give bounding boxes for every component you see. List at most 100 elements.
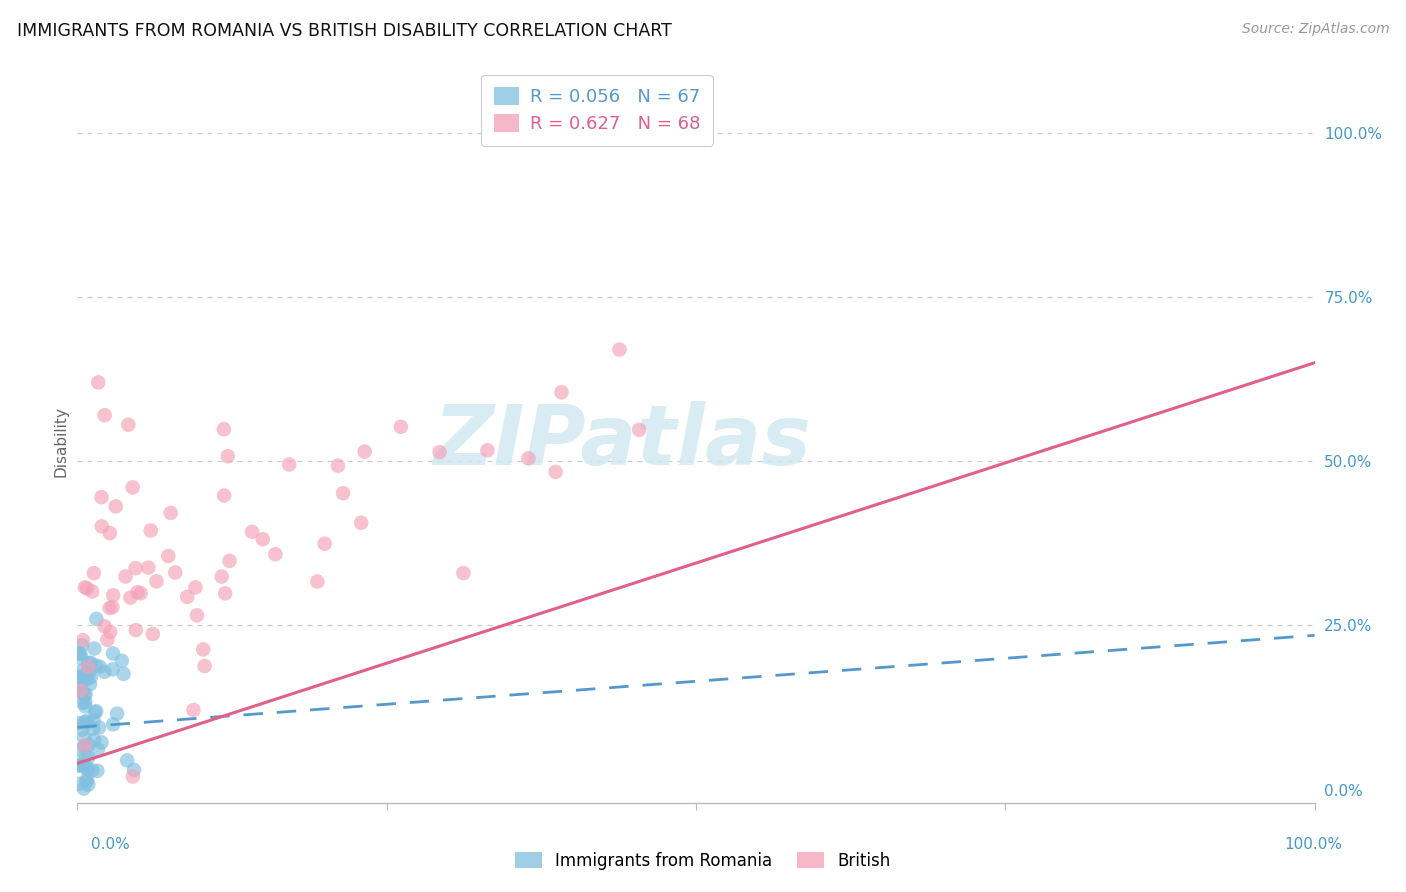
- Point: [83, 714, 105, 728]
- Point: [98, 601, 121, 615]
- Point: [75, 749, 97, 764]
- Point: [193, 642, 215, 657]
- Point: [105, 706, 128, 721]
- Point: [87, 376, 110, 390]
- Point: [214, 586, 236, 600]
- Point: [67, 670, 90, 684]
- Point: [76, 772, 98, 787]
- Point: [67, 646, 90, 660]
- Point: [77, 656, 100, 670]
- Point: [77, 750, 100, 764]
- Point: [453, 566, 475, 581]
- Legend: R = 0.056   N = 67, R = 0.627   N = 68: R = 0.056 N = 67, R = 0.627 N = 68: [481, 75, 713, 146]
- Point: [84, 706, 107, 720]
- Point: [429, 445, 451, 459]
- Point: [73, 781, 96, 796]
- Point: [186, 608, 208, 623]
- Point: [89, 659, 111, 673]
- Point: [176, 590, 198, 604]
- Point: [115, 753, 138, 767]
- Point: [70, 685, 93, 699]
- Point: [122, 770, 145, 784]
- Point: [75, 774, 97, 789]
- Point: [136, 560, 159, 574]
- Y-axis label: Disability: Disability: [53, 406, 69, 477]
- Text: 0.0%: 0.0%: [91, 837, 131, 852]
- Point: [332, 486, 354, 500]
- Point: [73, 687, 96, 701]
- Point: [477, 443, 499, 458]
- Text: 100.0%: 100.0%: [1285, 837, 1343, 852]
- Point: [75, 687, 97, 701]
- Point: [72, 758, 94, 772]
- Point: [82, 722, 104, 736]
- Point: [90, 519, 112, 533]
- Point: [90, 490, 112, 504]
- Point: [194, 659, 217, 673]
- Point: [67, 716, 90, 731]
- Point: [544, 465, 567, 479]
- Point: [84, 658, 107, 673]
- Point: [76, 582, 98, 596]
- Point: [79, 656, 101, 670]
- Point: [70, 651, 93, 665]
- Text: ZIPatlas: ZIPatlas: [433, 401, 811, 482]
- Point: [72, 723, 94, 737]
- Point: [72, 696, 94, 710]
- Point: [630, 126, 652, 140]
- Point: [101, 647, 124, 661]
- Point: [609, 343, 631, 357]
- Point: [69, 683, 91, 698]
- Point: [165, 566, 187, 580]
- Point: [82, 764, 104, 778]
- Point: [252, 533, 274, 547]
- Text: Source: ZipAtlas.com: Source: ZipAtlas.com: [1241, 22, 1389, 37]
- Point: [75, 673, 97, 687]
- Point: [120, 591, 142, 605]
- Point: [159, 506, 181, 520]
- Point: [353, 444, 375, 458]
- Point: [98, 625, 121, 640]
- Point: [121, 480, 143, 494]
- Point: [211, 569, 233, 583]
- Point: [212, 489, 235, 503]
- Point: [67, 675, 90, 690]
- Point: [111, 654, 134, 668]
- Point: [93, 619, 115, 633]
- Point: [77, 666, 100, 681]
- Point: [218, 554, 240, 568]
- Point: [145, 574, 167, 589]
- Point: [326, 458, 349, 473]
- Point: [122, 763, 145, 777]
- Point: [240, 524, 263, 539]
- Point: [83, 732, 105, 747]
- Point: [139, 524, 162, 538]
- Point: [98, 526, 121, 541]
- Point: [112, 666, 135, 681]
- Point: [67, 758, 90, 772]
- Point: [183, 703, 205, 717]
- Point: [76, 761, 98, 775]
- Point: [69, 777, 91, 791]
- Point: [307, 574, 329, 589]
- Point: [67, 758, 90, 772]
- Point: [79, 677, 101, 691]
- Point: [75, 667, 97, 681]
- Point: [93, 665, 115, 679]
- Point: [83, 641, 105, 656]
- Point: [217, 449, 239, 463]
- Point: [93, 409, 115, 423]
- Point: [73, 715, 96, 730]
- Point: [69, 647, 91, 661]
- Point: [87, 721, 110, 735]
- Point: [86, 764, 108, 778]
- Point: [87, 742, 110, 756]
- Point: [314, 537, 336, 551]
- Point: [90, 735, 112, 749]
- Point: [124, 561, 146, 575]
- Point: [86, 612, 108, 626]
- Point: [212, 422, 235, 436]
- Point: [75, 714, 97, 729]
- Point: [389, 419, 412, 434]
- Point: [84, 704, 107, 718]
